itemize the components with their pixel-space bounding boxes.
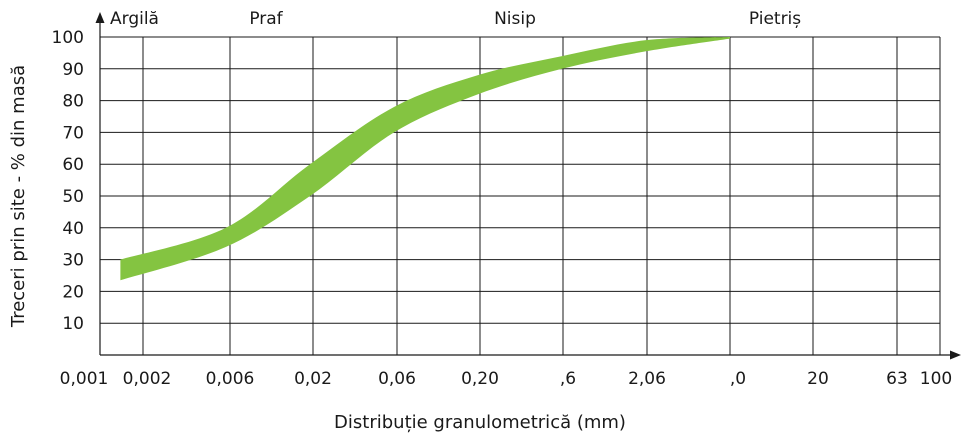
grading-band — [120, 37, 730, 281]
x-tick-label: 63 — [886, 369, 908, 389]
x-axis-arrow-icon — [950, 350, 961, 360]
x-tick-label: ,0 — [730, 369, 746, 389]
region-label: Argilă — [110, 9, 159, 29]
grid — [100, 36, 941, 355]
y-axis-arrow-icon — [95, 12, 105, 23]
y-tick-label: 100 — [52, 28, 84, 48]
y-tick-label: 50 — [62, 187, 84, 207]
region-label: Praf — [249, 9, 283, 29]
y-axis-title: Treceri prin site - % din masă — [8, 65, 29, 328]
y-tick-label: 20 — [62, 282, 84, 302]
x-axis-title: Distribuție granulometrică (mm) — [334, 412, 626, 433]
region-label: Nisip — [494, 9, 536, 29]
x-tick-label: 2,06 — [628, 369, 666, 389]
y-tick-label: 40 — [62, 219, 84, 239]
x-tick-label: 0,006 — [206, 369, 255, 389]
x-tick-label: 0,02 — [294, 369, 332, 389]
x-tick-label: 100 — [920, 369, 952, 389]
y-tick-label: 80 — [62, 92, 84, 112]
y-tick-label: 60 — [62, 155, 84, 175]
x-tick-label: 0,06 — [378, 369, 416, 389]
x-tick-label: 0,001 — [60, 369, 109, 389]
y-tick-label: 10 — [62, 314, 84, 334]
region-label: Pietriș — [749, 9, 801, 29]
y-tick-label: 30 — [62, 251, 84, 271]
axes — [95, 12, 961, 360]
y-tick-label: 90 — [62, 60, 84, 80]
y-tick-labels: 10 20 30 40 50 60 70 80 90 100 — [52, 28, 84, 334]
y-tick-label: 70 — [62, 123, 84, 143]
x-tick-label: 0,002 — [123, 369, 172, 389]
x-tick-label: ,6 — [560, 369, 576, 389]
region-labels: Argilă Praf Nisip Pietriș — [110, 9, 801, 29]
x-tick-label: 20 — [807, 369, 829, 389]
x-tick-labels: 0,001 0,002 0,006 0,02 0,06 0,20 ,6 2,06 ,0 20 63 1… — [60, 369, 953, 389]
x-tick-label: 0,20 — [461, 369, 499, 389]
